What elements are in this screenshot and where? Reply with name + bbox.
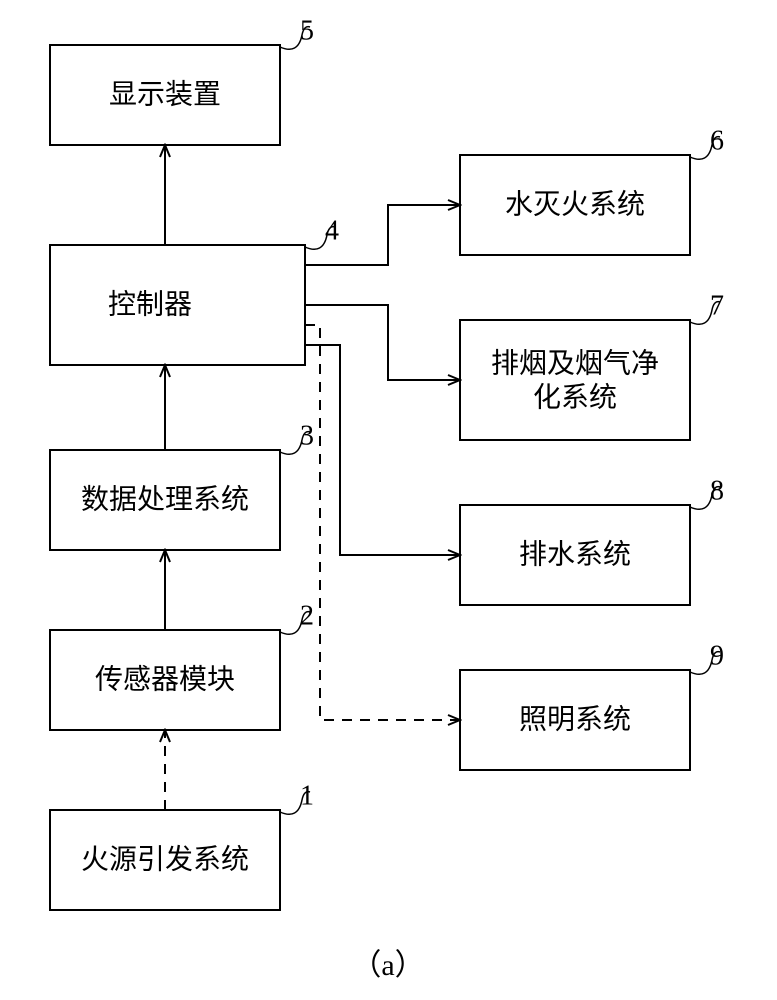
node-drainage: 排水系统 8 bbox=[460, 475, 724, 605]
node-sensor-module: 传感器模块 2 bbox=[50, 600, 314, 730]
node-label: 传感器模块 bbox=[95, 663, 235, 695]
node-label: 火源引发系统 bbox=[81, 843, 249, 875]
block-diagram: 火源引发系统 1 传感器模块 2 数据处理系统 3 控制器 4 显示装置 5 水… bbox=[0, 0, 777, 1000]
figure-caption: （a） bbox=[351, 949, 424, 982]
node-number: 5 bbox=[300, 15, 314, 46]
node-number: 7 bbox=[710, 290, 724, 321]
node-label: 显示装置 bbox=[109, 78, 221, 110]
edge-n4-n8 bbox=[305, 345, 460, 555]
node-lighting: 照明系统 9 bbox=[460, 640, 724, 770]
node-label: 控制器 bbox=[108, 288, 192, 320]
node-data-processing: 数据处理系统 3 bbox=[50, 420, 314, 550]
node-number: 1 bbox=[300, 780, 314, 811]
node-number: 2 bbox=[300, 600, 314, 631]
node-label: 照明系统 bbox=[519, 703, 631, 735]
node-number: 6 bbox=[710, 125, 724, 156]
node-label: 排水系统 bbox=[519, 538, 631, 570]
node-label-line2: 化系统 bbox=[533, 381, 617, 413]
node-label-line1: 排烟及烟气净 bbox=[491, 347, 659, 379]
edge-n4-n9 bbox=[305, 325, 460, 720]
node-number: 8 bbox=[710, 475, 724, 506]
node-fire-source: 火源引发系统 1 bbox=[50, 780, 314, 910]
node-water-extinguish: 水灭火系统 6 bbox=[460, 125, 724, 255]
edge-n4-n7 bbox=[305, 305, 460, 380]
node-smoke-exhaust: 排烟及烟气净 化系统 7 bbox=[460, 290, 724, 440]
node-number: 3 bbox=[300, 420, 314, 451]
node-number: 9 bbox=[710, 640, 724, 671]
node-display: 显示装置 5 bbox=[50, 15, 314, 145]
node-controller: 控制器 4 bbox=[50, 215, 339, 365]
node-number: 4 bbox=[325, 215, 339, 246]
node-label: 数据处理系统 bbox=[81, 483, 249, 515]
node-label: 水灭火系统 bbox=[505, 188, 645, 220]
